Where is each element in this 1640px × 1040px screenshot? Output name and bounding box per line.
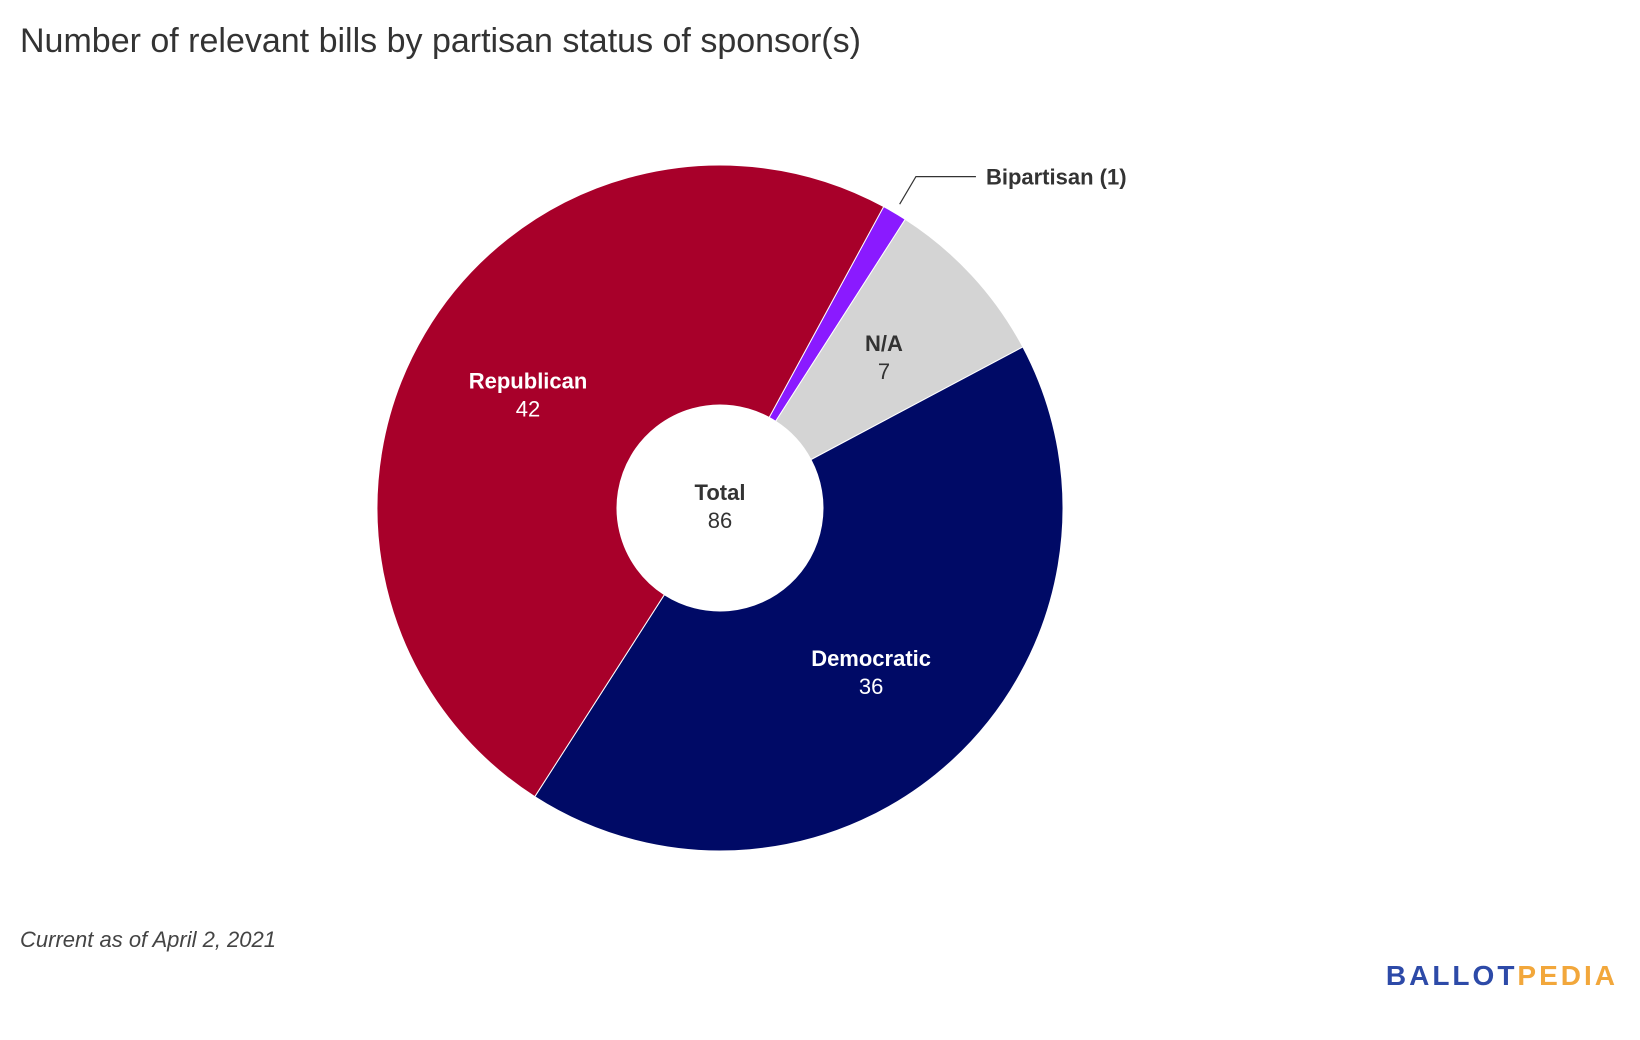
slice-value-republican: 42 bbox=[516, 397, 540, 422]
logo-part-ballot: BALLOT bbox=[1385, 960, 1518, 991]
pie-slice-republican[interactable] bbox=[376, 164, 885, 798]
callout-line-bipartisan bbox=[899, 175, 976, 205]
center-value: 86 bbox=[708, 508, 732, 533]
slice-value-n-a: 7 bbox=[878, 359, 890, 384]
slice-value-democratic: 36 bbox=[859, 674, 883, 699]
slice-label-republican: Republican bbox=[469, 369, 588, 394]
logo-part-pedia: PEDIA bbox=[1517, 960, 1618, 991]
pie-slice-democratic[interactable] bbox=[534, 346, 1064, 852]
slice-group bbox=[376, 164, 1064, 852]
ballotpedia-logo: BALLOTPEDIA bbox=[1386, 960, 1618, 992]
slice-label-n-a: N/A bbox=[865, 331, 903, 356]
center-label: Total bbox=[695, 480, 746, 505]
slice-label-group: Bipartisan (1) N/A 7 Democratic 36 Republican… bbox=[469, 165, 1127, 699]
pie-slice-n-a[interactable] bbox=[774, 218, 1024, 461]
footnote: Current as of April 2, 2021 bbox=[20, 927, 276, 952]
chart-title: Number of relevant bills by partisan sta… bbox=[20, 22, 861, 60]
callout-label-bipartisan: Bipartisan (1) bbox=[986, 165, 1127, 190]
slice-label-democratic: Democratic bbox=[811, 646, 931, 671]
center-total: Total 86 bbox=[695, 480, 746, 533]
